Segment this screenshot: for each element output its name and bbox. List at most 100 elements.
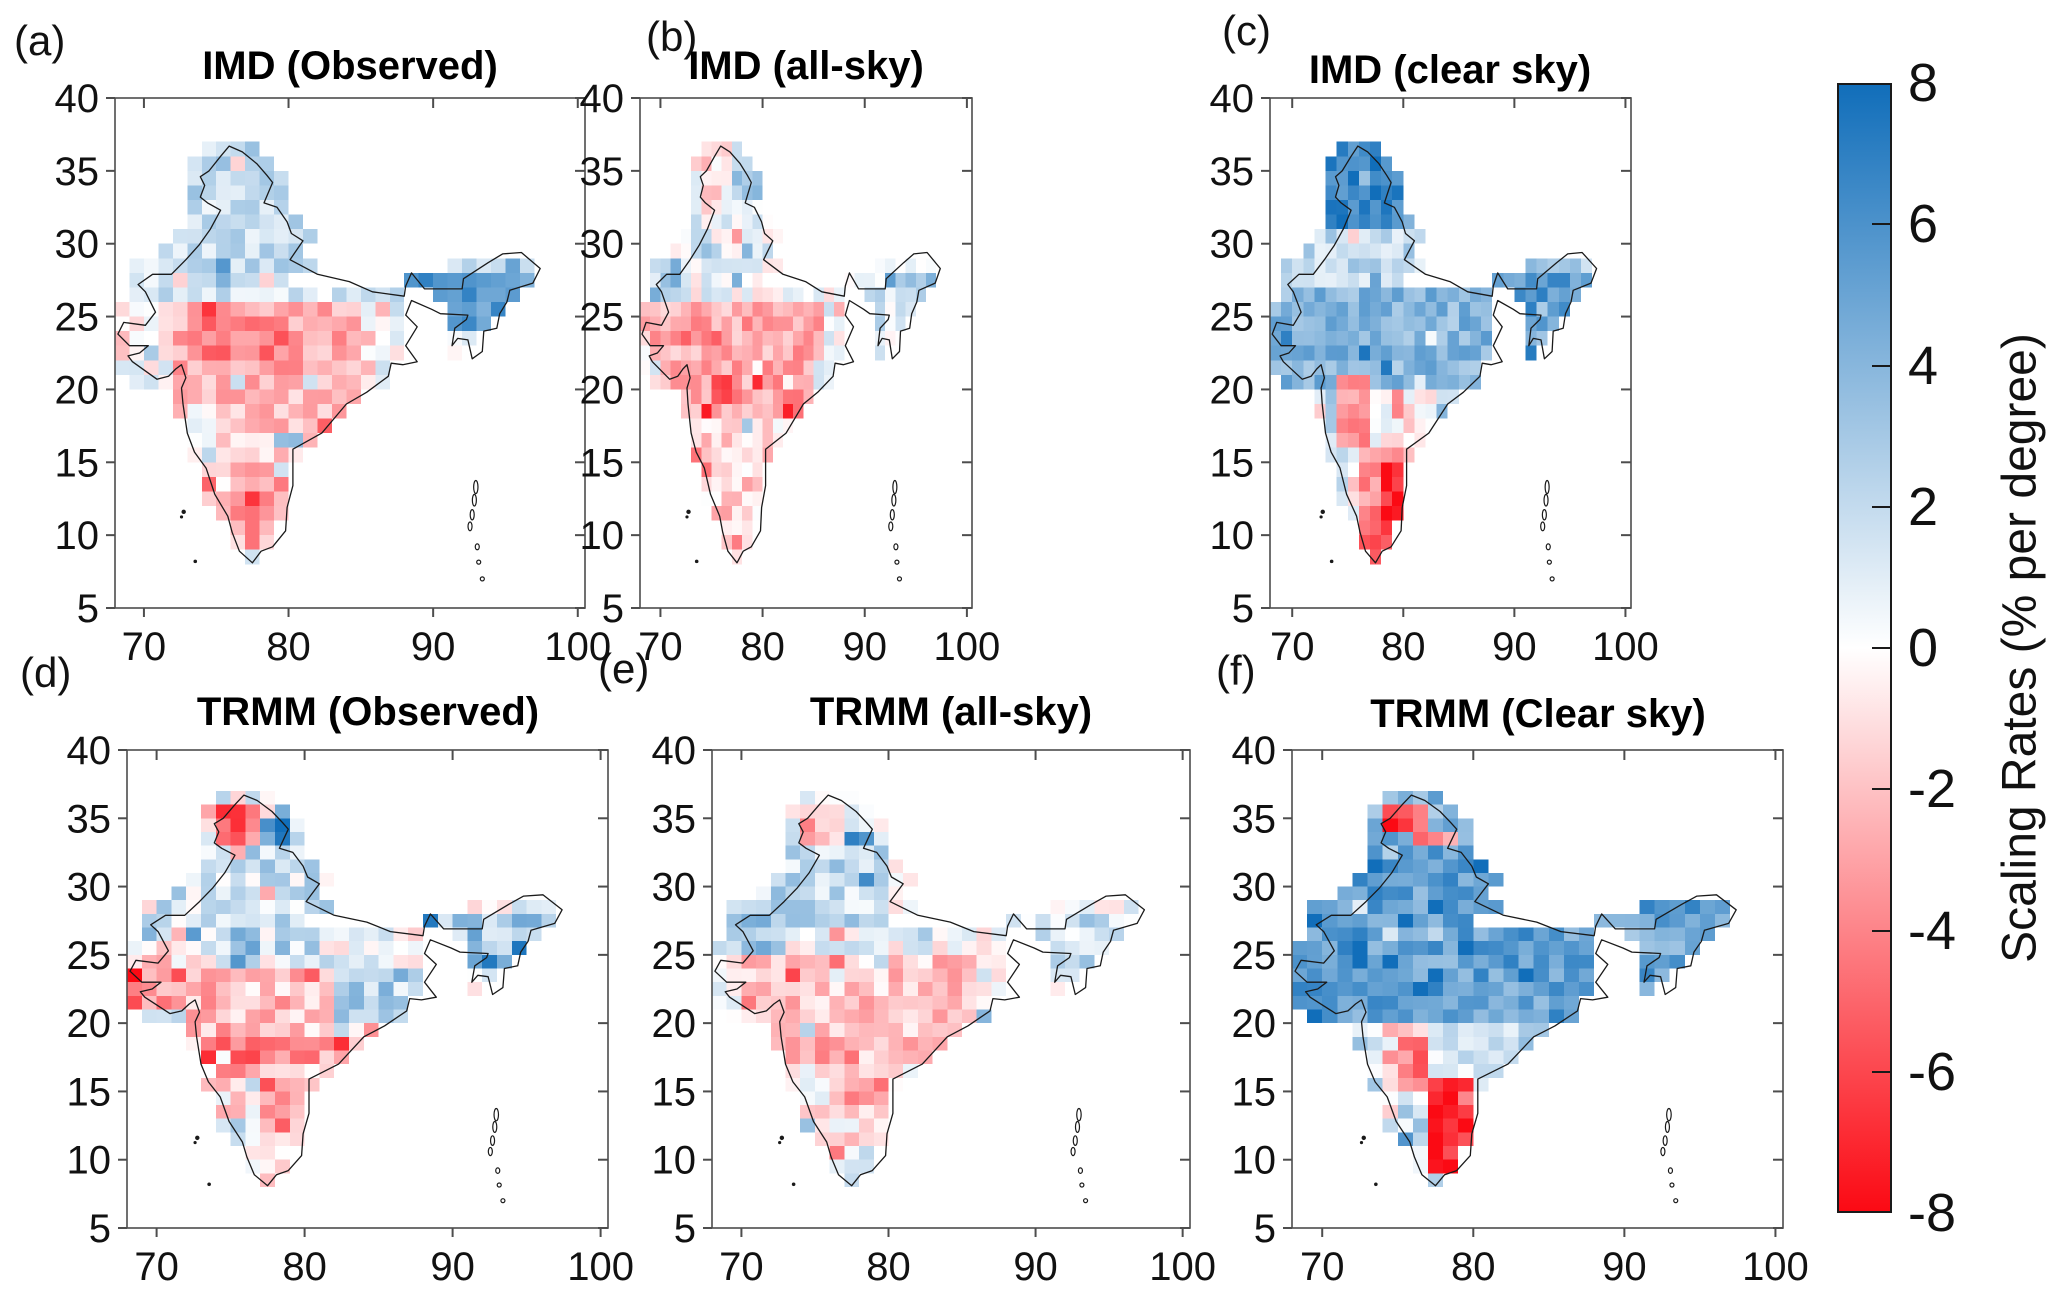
grid-cell (917, 1050, 933, 1065)
grid-cell (259, 345, 275, 361)
grid-cell (823, 287, 835, 302)
grid-cell (230, 476, 246, 492)
grid-cell (230, 389, 246, 404)
grid-cell (260, 831, 275, 846)
grid-cell (1427, 1105, 1444, 1119)
grid-cell (1358, 229, 1370, 244)
grid-cell (800, 818, 815, 832)
grid-cell (349, 954, 364, 969)
grid-cell (1473, 1064, 1489, 1078)
grid-cell (156, 900, 172, 914)
grid-cell (844, 1159, 860, 1174)
grid-cell (1609, 913, 1625, 928)
grid-cell (991, 941, 1007, 955)
grid-cell (1397, 804, 1413, 819)
grid-cell (452, 927, 468, 942)
grid-cell (873, 1105, 889, 1119)
grid-cell (756, 968, 771, 983)
grid-cell (447, 316, 463, 332)
grid-cell (917, 1009, 933, 1024)
grid-cell (1473, 1077, 1489, 1092)
grid-cell (1064, 954, 1080, 969)
grid-cell (1558, 302, 1570, 317)
grid-cell (844, 1118, 860, 1133)
grid-cell (1412, 1077, 1428, 1092)
grid-cell (216, 433, 231, 448)
grid-cell (1425, 316, 1437, 332)
grid-cell (844, 1132, 860, 1147)
grid-cell (1381, 433, 1393, 448)
grid-cell (408, 982, 423, 996)
axis-ticks (106, 97, 585, 617)
grid-cell (976, 968, 992, 983)
grid-cell (1412, 995, 1428, 1010)
grid-cell (334, 1036, 349, 1051)
grid-cell (349, 968, 364, 983)
grid-cell (1533, 1023, 1549, 1037)
grid-cell (680, 229, 692, 244)
grid-cell (742, 535, 753, 550)
grid-cell (304, 968, 320, 983)
grid-cell (1397, 1064, 1413, 1078)
grid-cell (1684, 927, 1700, 942)
grid-cell (711, 491, 722, 506)
grid-cell (1281, 258, 1293, 273)
grid-cell (1427, 913, 1444, 928)
grid-cell (650, 331, 661, 346)
grid-cell (1488, 927, 1504, 942)
grid-cell (1412, 900, 1428, 914)
grid-cell (1367, 872, 1383, 887)
grid-cell (216, 418, 231, 434)
grid-cell (829, 982, 845, 996)
grid-cell (814, 804, 830, 819)
grid-cell (274, 374, 289, 390)
grid-cell (360, 345, 376, 361)
grid-cell (288, 418, 303, 434)
grid-cell (1458, 1118, 1474, 1133)
grid-cell (1325, 360, 1337, 375)
grid-cell (1669, 927, 1685, 942)
grid-cell (245, 790, 261, 805)
grid-cell (1381, 302, 1393, 317)
grid-cell (1358, 433, 1370, 448)
grid-cell (334, 982, 349, 996)
grid-cell (691, 389, 702, 404)
grid-cell (1381, 535, 1393, 550)
grid-cell (721, 447, 732, 463)
grid-cell (829, 1091, 845, 1106)
grid-cell (201, 141, 217, 157)
grid-cell (1458, 845, 1474, 860)
x-tick-label: 90 (430, 1245, 475, 1288)
grid-cell (888, 900, 904, 914)
grid-cell (1525, 302, 1537, 317)
axis-ticks (631, 97, 972, 617)
grid-cell (1270, 302, 1282, 317)
grid-cell (319, 1009, 335, 1024)
grid-cell (1352, 886, 1368, 901)
grid-cell (447, 331, 463, 346)
grid-cell (829, 790, 845, 805)
grid-cell (859, 1050, 874, 1065)
grid-cell (1536, 258, 1548, 273)
grid-cell (1654, 968, 1670, 983)
grid-cell (1347, 491, 1359, 506)
grid-cell (1358, 200, 1370, 215)
grid-cell (1427, 1050, 1444, 1065)
grid-cell (752, 345, 763, 361)
x-tick-label: 100 (1149, 1245, 1216, 1288)
grid-cell (1403, 389, 1415, 404)
grid-cell (378, 1009, 394, 1024)
grid-cell (319, 954, 335, 969)
grid-cell (814, 927, 830, 942)
grid-cell (814, 1023, 830, 1037)
grid-cell (1050, 941, 1065, 955)
grid-cell (1314, 404, 1326, 419)
grid-cell (260, 913, 275, 928)
grid-cell (482, 927, 497, 942)
grid-cell (1447, 389, 1459, 404)
grid-cell (721, 316, 732, 332)
grid-cell (201, 900, 216, 914)
grid-cell (874, 272, 886, 288)
